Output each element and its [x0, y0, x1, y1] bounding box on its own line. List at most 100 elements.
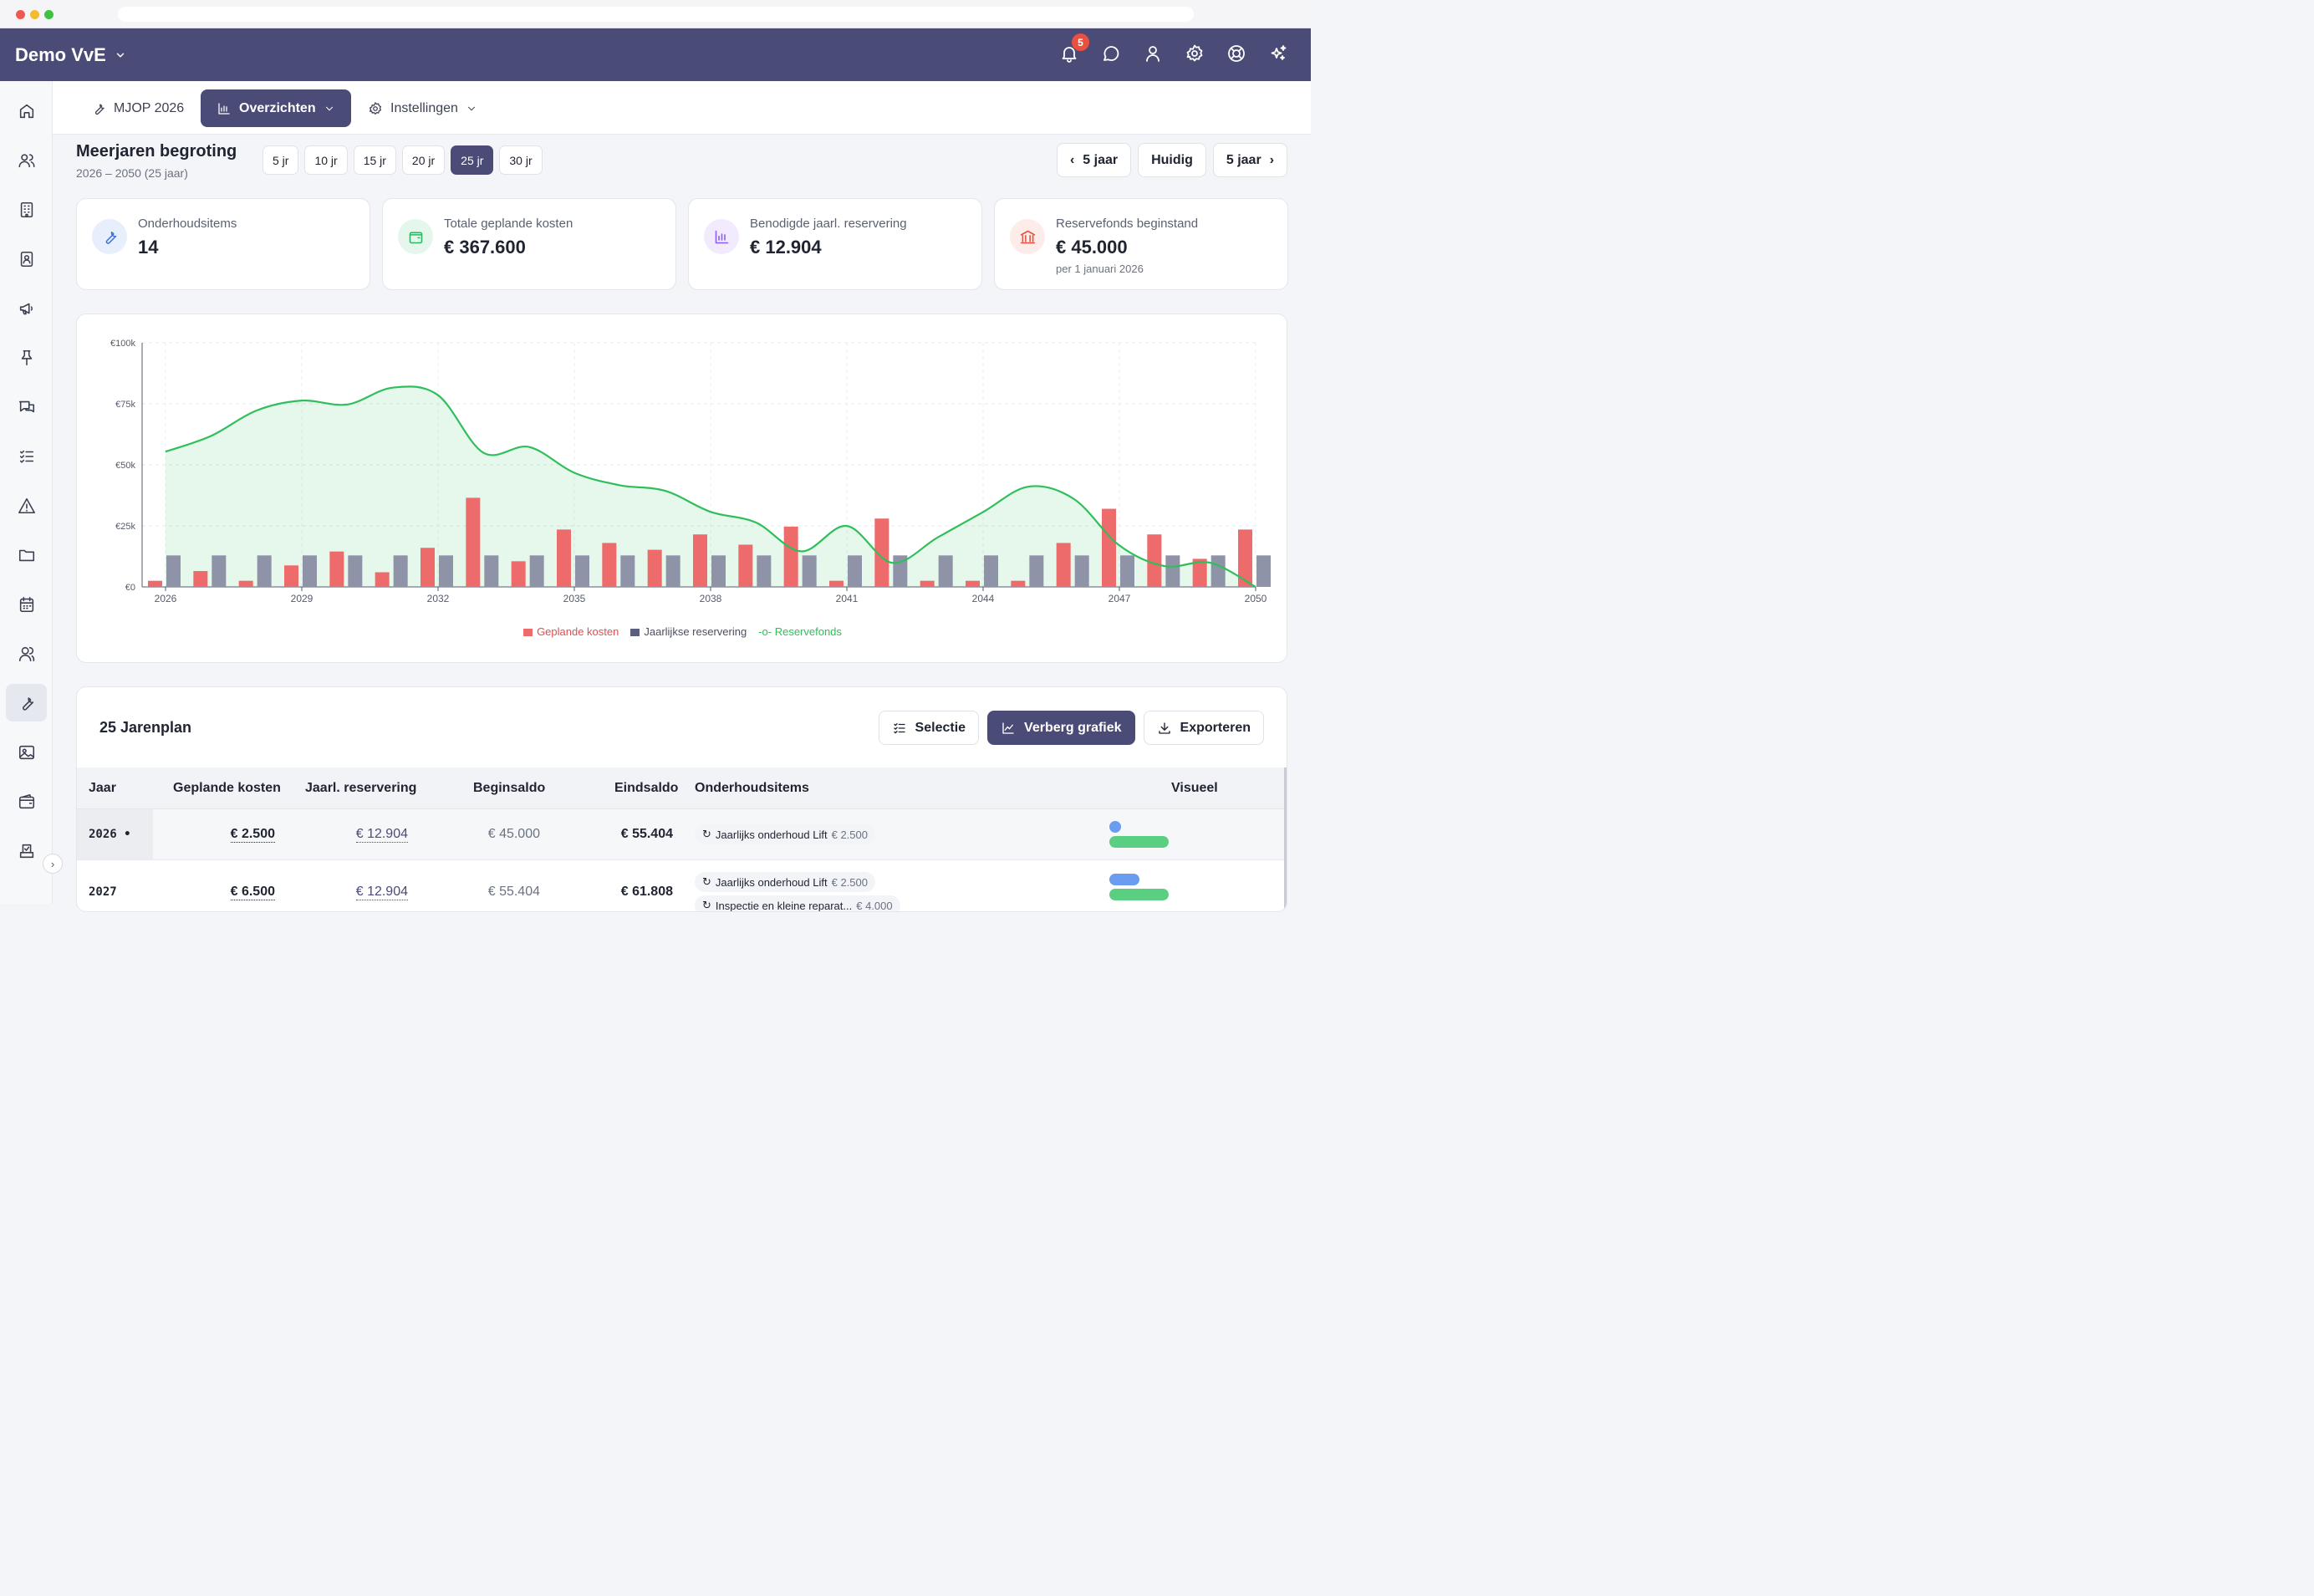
column-header-year[interactable]: Jaar [89, 781, 116, 795]
column-header-visual[interactable]: Visueel [1171, 781, 1218, 795]
tab-overzichten[interactable]: Overzichten [201, 89, 351, 127]
bank-icon [1010, 219, 1045, 254]
column-header-end-balance[interactable]: Eindsaldo [614, 781, 679, 795]
legend-item-planned-costs[interactable]: Geplande kosten [523, 625, 619, 638]
planned-cost-bar [1238, 529, 1252, 587]
maintenance-item-amount: € 2.500 [831, 828, 868, 841]
chevron-right-icon: › [50, 857, 55, 870]
sidebar-item-board[interactable] [6, 635, 47, 672]
lifebuoy-icon [1228, 45, 1245, 62]
chevron-down-icon [116, 53, 125, 58]
selection-button[interactable]: Selectie [878, 711, 980, 745]
legend-item-reserve-fund[interactable]: -o- Reservefonds [758, 625, 842, 638]
column-header-maintenance-items[interactable]: Onderhoudsitems [695, 781, 809, 795]
assistant-button[interactable] [1267, 43, 1289, 64]
maintenance-item-chip[interactable]: ↻ Inspectie en kleine reparat... € 4.000 [695, 895, 900, 911]
close-window-button[interactable] [16, 10, 25, 19]
sidebar-item-maintenance[interactable] [6, 684, 47, 722]
chevron-down-icon [467, 106, 475, 110]
expand-sidebar-button[interactable]: › [43, 854, 63, 874]
messages-button[interactable] [1100, 43, 1122, 64]
planned-cost-bar [1147, 534, 1162, 587]
reserve-fund-line [165, 385, 1256, 588]
sidebar-item-discussions[interactable] [6, 388, 47, 426]
planned-cost-link[interactable]: € 6.500 [230, 885, 275, 900]
minimize-window-button[interactable] [30, 10, 39, 19]
wallet-icon [398, 219, 433, 254]
table-row[interactable]: 2026 • € 2.500 € 12.904 € 45.000 € 55.40… [77, 809, 1284, 860]
sidebar-item-contacts[interactable] [6, 240, 47, 278]
tab-mjop[interactable]: MJOP 2026 [75, 89, 200, 127]
table-scrollbar[interactable] [1284, 767, 1287, 911]
hide-chart-label: Verberg grafiek [1024, 720, 1122, 735]
annual-reserve-bar [1120, 555, 1134, 587]
maximize-window-button[interactable] [44, 10, 54, 19]
hide-chart-button[interactable]: Verberg grafiek [987, 711, 1135, 745]
annual-reserve-link[interactable]: € 12.904 [355, 885, 408, 900]
planned-cost-bar [738, 544, 753, 587]
sidebar-item-home[interactable] [6, 92, 47, 130]
sidebar-item-tasks[interactable] [6, 437, 47, 475]
sidebar-item-calendar[interactable] [6, 585, 47, 623]
export-button[interactable]: Exporteren [1143, 711, 1264, 745]
legend-label: Jaarlijkse reservering [644, 625, 747, 638]
range-30-button[interactable]: 30 jr [499, 145, 543, 175]
settings-button[interactable] [1184, 43, 1205, 64]
table-row[interactable]: 2027 € 6.500 € 12.904 € 55.404 € 61.808 … [77, 860, 1284, 911]
notifications-button[interactable]: 5 [1058, 33, 1089, 64]
column-header-begin-balance[interactable]: Beginsaldo [473, 781, 546, 795]
current-period-button[interactable]: Huidig [1138, 143, 1206, 177]
browser-chrome [0, 0, 1311, 28]
sidebar-item-reports[interactable] [6, 487, 47, 524]
organization-switcher[interactable]: Demo VvE [15, 44, 126, 66]
annual-reserve-bar [938, 555, 953, 587]
sidebar-item-buildings[interactable] [6, 191, 47, 228]
sidebar-item-photos[interactable] [6, 733, 47, 771]
wrench-icon [94, 103, 104, 115]
range-15-button[interactable]: 15 jr [353, 145, 396, 175]
warning-icon [18, 497, 35, 513]
help-button[interactable] [1226, 43, 1247, 64]
range-25-button[interactable]: 25 jr [451, 145, 494, 175]
sidebar-item-voting[interactable] [6, 832, 47, 869]
planned-cost-bar [647, 549, 662, 587]
planned-cost-bar [238, 580, 253, 587]
profile-button[interactable] [1142, 43, 1164, 64]
legend-label: Geplande kosten [537, 625, 619, 638]
address-bar[interactable] [118, 7, 1194, 22]
sidebar [0, 81, 53, 904]
range-20-button[interactable]: 20 jr [401, 145, 446, 175]
annual-reserve-bar [1074, 555, 1089, 587]
annual-reserve-bar [620, 555, 635, 587]
range-10-button[interactable]: 10 jr [304, 145, 348, 175]
stat-card-annual-reserve: Benodigde jaarl. reservering € 12.904 [688, 198, 982, 290]
chat-icon [18, 400, 34, 412]
annual-reserve-bar [984, 555, 998, 587]
tab-instellingen[interactable]: Instellingen [352, 89, 493, 127]
sidebar-item-announcements[interactable] [6, 289, 47, 327]
maintenance-item-name: Jaarlijks onderhoud Lift [715, 875, 828, 889]
sidebar-item-finance[interactable] [6, 783, 47, 820]
column-header-planned-costs[interactable]: Geplande kosten [173, 781, 281, 795]
y-tick-label: €100k [110, 339, 135, 349]
next-period-button[interactable]: 5 jaar › [1212, 143, 1287, 177]
planned-cost-bar [193, 571, 208, 587]
previous-period-button[interactable]: ‹ 5 jaar [1056, 143, 1132, 177]
maintenance-item-chip[interactable]: ↻ Jaarlijks onderhoud Lift € 2.500 [695, 824, 875, 844]
sidebar-item-documents[interactable] [6, 536, 47, 574]
users-icon [18, 153, 34, 167]
balance-bar [1109, 836, 1169, 848]
download-icon [1158, 722, 1170, 734]
range-5-button[interactable]: 5 jr [262, 145, 299, 175]
legend-item-annual-reserve[interactable]: Jaarlijkse reservering [630, 625, 747, 638]
column-header-annual-reserve[interactable]: Jaarl. reservering [305, 781, 417, 795]
sidebar-item-members[interactable] [6, 141, 47, 179]
planned-cost-link[interactable]: € 2.500 [230, 827, 275, 843]
multi-year-plan-card: 25 Jarenplan Selectie Verberg grafiek Ex… [76, 686, 1287, 912]
stat-value: 14 [138, 237, 159, 258]
ballot-icon [19, 844, 33, 858]
annual-reserve-link[interactable]: € 12.904 [355, 827, 408, 843]
maintenance-item-chip[interactable]: ↻ Jaarlijks onderhoud Lift € 2.500 [695, 872, 875, 892]
sidebar-item-pinned[interactable] [6, 339, 47, 376]
maintenance-item-name: Jaarlijks onderhoud Lift [715, 828, 828, 841]
